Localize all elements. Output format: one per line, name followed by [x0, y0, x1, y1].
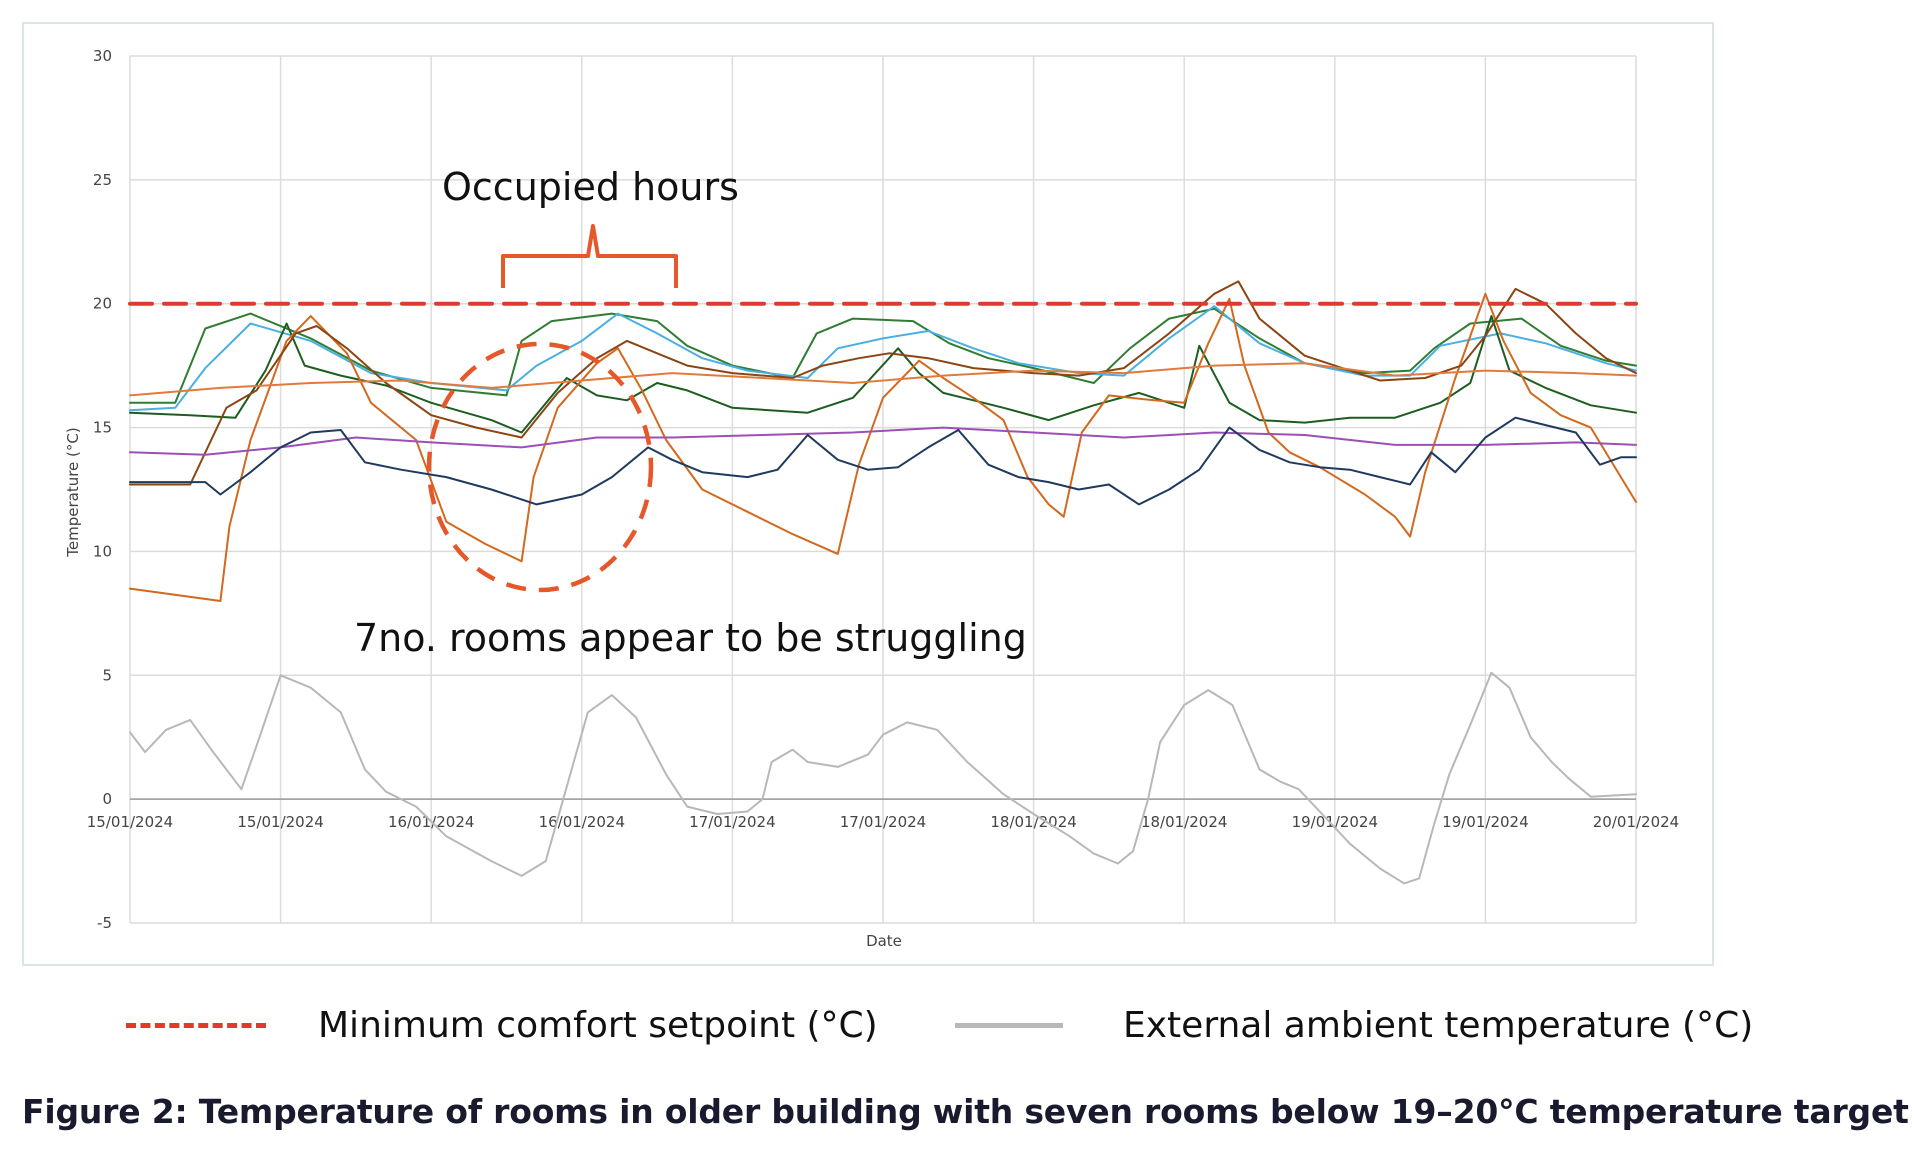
occupied-hours-bracket	[501, 224, 678, 288]
y-tick-label: 30	[93, 47, 112, 65]
y-tick-label: 5	[102, 666, 112, 684]
legend-item-external: External ambient temperature (°C)	[955, 990, 1753, 1060]
occupied-hours-annotation: Occupied hours	[442, 165, 739, 209]
x-tick-label: 19/01/2024	[1292, 813, 1378, 831]
figure-caption-text: Temperature of rooms in older building w…	[187, 1092, 1909, 1131]
x-tick-label: 17/01/2024	[689, 813, 775, 831]
x-tick-label: 20/01/2024	[1593, 813, 1679, 831]
y-tick-label: -5	[97, 914, 112, 932]
y-tick-label: 15	[93, 419, 112, 437]
y-tick-label: 10	[93, 542, 112, 560]
legend-label-setpoint: Minimum comfort setpoint (°C)	[318, 1004, 878, 1046]
legend: Minimum comfort setpoint (°C) External a…	[0, 990, 1914, 1060]
y-tick-labels: 30 25 20 15 10 5 0 -5	[93, 47, 112, 932]
x-tick-label: 18/01/2024	[990, 813, 1076, 831]
figure-caption: Figure 2: Temperature of rooms in older …	[22, 1092, 1909, 1131]
room-temperature-line	[129, 416, 1637, 506]
x-tick-label: 15/01/2024	[87, 813, 173, 831]
y-axis-title: Temperature (°C)	[64, 427, 82, 557]
temperature-chart: 30 25 20 15 10 5 0 -5 15/01/2024 15/01/2024 16/01…	[64, 47, 1679, 950]
x-tick-label: 17/01/2024	[840, 813, 926, 831]
struggling-rooms-annotation: 7no. rooms appear to be struggling	[354, 616, 1027, 660]
x-tick-label: 18/01/2024	[1141, 813, 1227, 831]
figure-caption-prefix: Figure 2:	[22, 1092, 188, 1131]
room-temperature-line	[129, 362, 1637, 397]
room-temperature-line	[129, 292, 1637, 602]
room-temperature-line	[129, 426, 1637, 456]
struggling-rooms-circle	[426, 341, 654, 593]
y-tick-label: 25	[93, 171, 112, 189]
x-tick-label: 19/01/2024	[1442, 813, 1528, 831]
x-tick-labels: 15/01/2024 15/01/2024 16/01/2024 16/01/2024…	[87, 813, 1679, 831]
y-tick-label: 0	[102, 790, 112, 808]
legend-item-setpoint: Minimum comfort setpoint (°C)	[126, 990, 878, 1060]
legend-swatch-external	[955, 1022, 1063, 1028]
series-lines	[128, 280, 1638, 885]
external-temperature-line	[129, 671, 1637, 885]
grid	[129, 55, 1637, 924]
x-tick-label: 16/01/2024	[539, 813, 625, 831]
y-tick-label: 20	[93, 295, 112, 313]
x-axis-title: Date	[866, 932, 902, 950]
legend-swatch-setpoint	[126, 1022, 266, 1028]
x-tick-label: 15/01/2024	[237, 813, 323, 831]
legend-label-external: External ambient temperature (°C)	[1123, 1004, 1754, 1046]
